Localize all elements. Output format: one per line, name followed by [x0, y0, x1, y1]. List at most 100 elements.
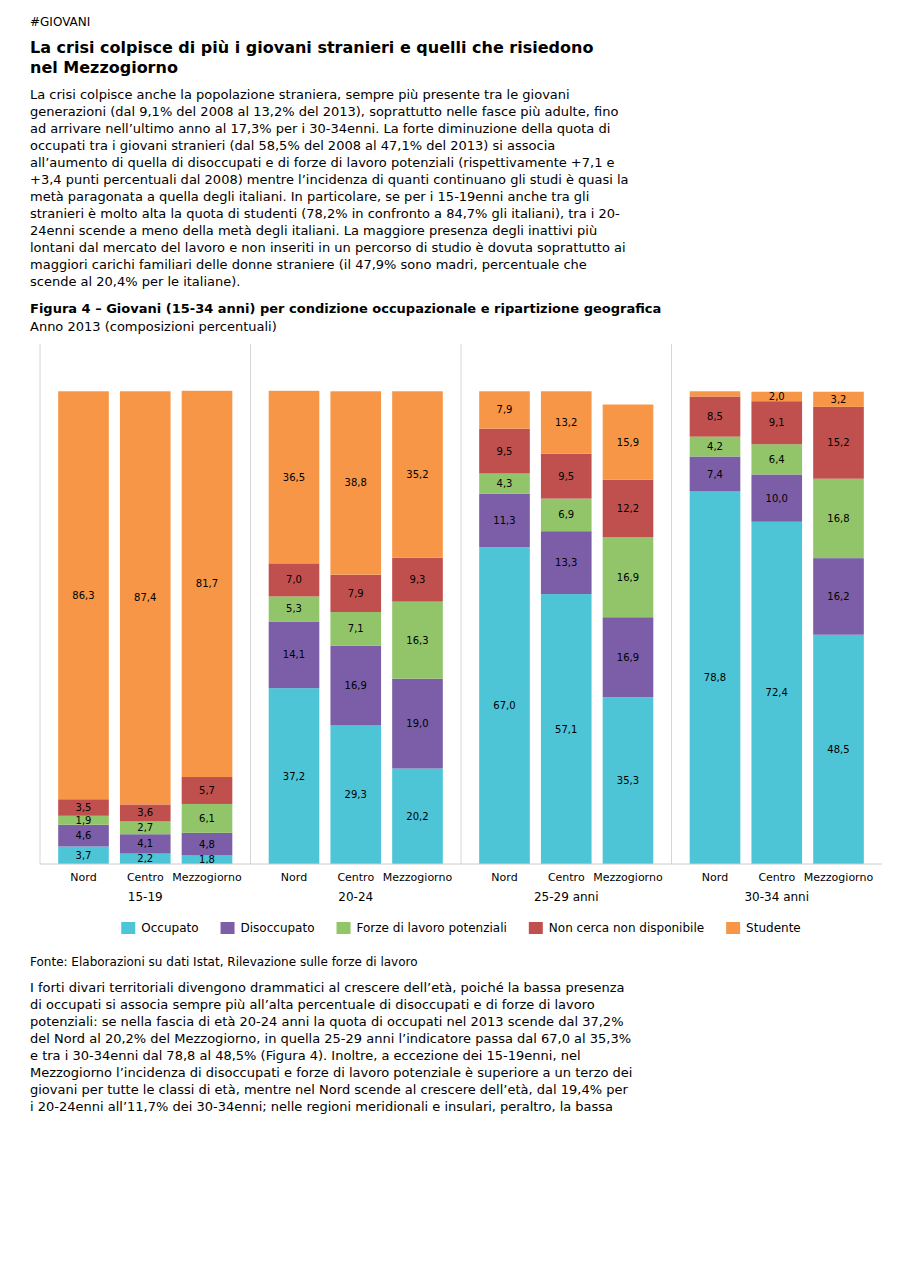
data-label: 8,5	[707, 411, 723, 422]
legend-label: Studente	[746, 921, 801, 935]
data-label: 37,2	[283, 771, 305, 782]
bar-segment	[58, 799, 109, 816]
data-label: 1,9	[76, 815, 92, 826]
data-label: 13,2	[555, 417, 577, 428]
data-label: 9,3	[410, 574, 426, 585]
data-label: 16,8	[827, 513, 849, 524]
bar-segment	[813, 558, 864, 635]
data-label: 20,2	[406, 811, 428, 822]
source-text: Fonte: Elaborazioni su dati Istat, Rilev…	[30, 954, 892, 971]
data-label: 57,1	[555, 724, 577, 735]
data-label: 87,4	[134, 592, 156, 603]
x-tick-label: Mezzogiorno	[804, 871, 874, 884]
x-tick-label: Nord	[70, 871, 96, 884]
x-tick-label: Nord	[491, 871, 517, 884]
group-separator	[671, 344, 672, 864]
heading: La crisi colpisce di più i giovani stran…	[30, 38, 892, 78]
data-label: 72,4	[766, 687, 788, 698]
bar-segment	[392, 769, 443, 864]
data-label: 4,2	[707, 441, 723, 452]
data-label: 3,5	[76, 802, 92, 813]
bars	[58, 391, 864, 864]
y-axis-line	[40, 344, 41, 864]
data-label: 9,1	[769, 417, 785, 428]
data-label: 29,3	[345, 789, 367, 800]
bar-segment	[58, 847, 109, 864]
chart-title: Figura 4 – Giovani (15-34 anni) per cond…	[30, 300, 892, 318]
bar-segment	[751, 522, 802, 864]
legend-swatch	[726, 922, 740, 934]
bar-segment	[269, 563, 320, 596]
legend-label: Occupato	[141, 921, 198, 935]
bar-segment	[120, 804, 171, 821]
data-label: 78,8	[704, 672, 726, 683]
data-label: 16,9	[345, 680, 367, 691]
bar-segment	[269, 596, 320, 621]
bar-segment	[751, 392, 802, 401]
footer-line: e tra i 30-34enni dal 78,8 al 48,5% (Fig…	[30, 1047, 892, 1064]
data-label: 36,5	[283, 472, 305, 483]
data-label: 7,4	[707, 469, 723, 480]
bar-segment	[603, 537, 654, 617]
group-separator	[250, 344, 251, 864]
group-separator	[461, 344, 462, 864]
source: Fonte: Elaborazioni su dati Istat, Rilev…	[30, 954, 892, 971]
data-label: 81,7	[196, 578, 218, 589]
legend-swatch	[337, 922, 351, 934]
bar-segment	[813, 392, 864, 407]
data-label: 6,9	[558, 509, 574, 520]
data-label: 16,9	[617, 652, 639, 663]
bar-segment	[479, 547, 530, 864]
body-line: stranieri è molto alta la quota di stude…	[30, 205, 892, 222]
data-label: 16,3	[406, 635, 428, 646]
x-tick-label: Centro	[758, 871, 795, 884]
bar-segment	[182, 804, 233, 833]
body-line: 24enni scende a meno della metà degli it…	[30, 222, 892, 239]
footer-line: potenziali: se nella fascia di età 20-24…	[30, 1013, 892, 1030]
bar-segment	[690, 396, 741, 436]
group-label: 15-19	[128, 890, 163, 904]
x-tick-label: Mezzogiorno	[383, 871, 453, 884]
data-label: 5,7	[199, 785, 215, 796]
bar-segment	[603, 697, 654, 864]
bar-segment	[269, 391, 320, 564]
body-line: +3,4 punti percentuali dal 2008) mentre …	[30, 171, 892, 188]
body-line: scende al 20,4% per le italiane).	[30, 273, 892, 290]
bar-segment	[58, 391, 109, 799]
data-label: 6,1	[199, 813, 215, 824]
data-label: 14,1	[283, 649, 305, 660]
body-line: metà paragonata a quella degli italiani.…	[30, 188, 892, 205]
bar-segment	[813, 635, 864, 864]
bar-segment	[479, 391, 530, 428]
data-label: 15,9	[617, 437, 639, 448]
body-line: all’aumento di quella di disoccupati e d…	[30, 154, 892, 171]
bar-segment	[751, 444, 802, 474]
bar-segment	[690, 491, 741, 864]
bar-segment	[330, 612, 381, 646]
data-label: 38,8	[345, 477, 367, 488]
bar-segment	[813, 479, 864, 558]
legend: Occupato Disoccupato Forze di lavoro poten…	[121, 921, 800, 935]
data-label: 6,4	[769, 454, 785, 465]
bar-segment	[330, 725, 381, 864]
footer-line: di occupati si associa sempre più all’al…	[30, 996, 892, 1013]
bar-segment	[269, 621, 320, 688]
bar-segment	[120, 854, 171, 864]
x-tick-label: Nord	[702, 871, 728, 884]
group-label: 20-24	[338, 890, 373, 904]
data-label: 48,5	[827, 744, 849, 755]
footer-line: del Nord al 20,2% del Mezzogiorno, in qu…	[30, 1030, 892, 1047]
data-label: 67,0	[493, 700, 515, 711]
legend-label: Disoccupato	[241, 921, 315, 935]
legend-label: Forze di lavoro potenziali	[357, 921, 507, 935]
bar-segment	[541, 531, 592, 594]
legend-swatch	[529, 922, 543, 934]
page: #GIOVANI La crisi colpisce di più i giov…	[0, 0, 922, 1115]
data-label: 5,3	[286, 603, 302, 614]
legend-label: Non cerca non disponibile	[549, 921, 704, 935]
data-label: 86,3	[72, 590, 94, 601]
data-label: 19,0	[406, 718, 428, 729]
legend-swatch	[121, 922, 135, 934]
bar-segment	[58, 825, 109, 847]
body-line: La crisi colpisce anche la popolazione s…	[30, 86, 892, 103]
